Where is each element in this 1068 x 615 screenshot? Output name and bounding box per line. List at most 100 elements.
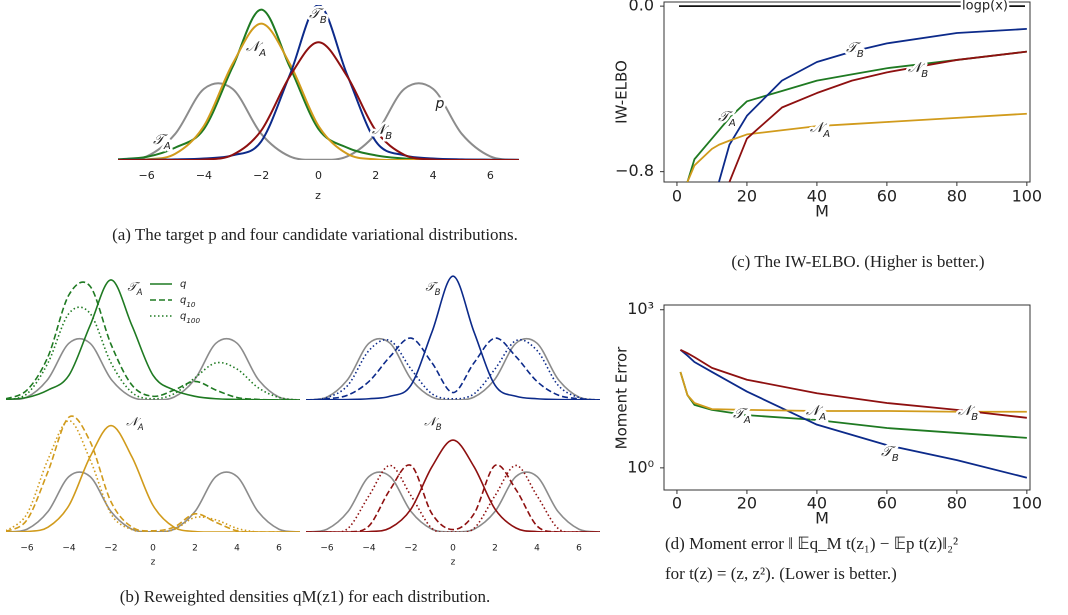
series-line [6,279,300,400]
x-tick-label: −4 [62,544,76,554]
series-line [680,348,1027,419]
x-tick-label: 2 [192,544,198,554]
series-line [6,415,300,532]
series-line [118,5,519,160]
x-tick-label: 40 [807,494,827,513]
x-axis-label: M [815,202,829,221]
series-line [718,27,1027,182]
x-tick-label: 0 [672,494,682,513]
panel-label: 𝒯B [425,280,440,298]
plot-area [686,27,1027,182]
legend-label: q [180,279,186,290]
caption: (c) The IW-ELBO. (Higher is better.) [731,252,984,271]
caption: (d) Moment error ‖ 𝔼q_M t(z₁) − 𝔼p t(z)‖… [665,534,958,553]
panel-label: 𝒯A [127,280,142,298]
x-axis-label: z [151,558,156,568]
series-label: 𝒩B [958,403,978,423]
frame [663,1,1031,183]
x-tick-label: 40 [807,187,827,206]
series-label: 𝒯A [733,406,751,426]
plot-area [679,348,1028,479]
series-line [306,337,600,400]
panel-label: 𝒩A [126,415,144,433]
x-tick-label: 6 [276,544,282,554]
x-tick-label: 0 [450,544,456,554]
plot-area [6,279,300,400]
series-line [118,41,519,160]
x-axis-label: M [815,509,829,528]
series-label: p [435,96,445,112]
x-tick-label: −6 [20,544,34,554]
series-line [118,8,519,160]
panel-label: 𝒩B [424,415,442,433]
plot-area [306,439,600,532]
legend-label: q100 [180,311,201,325]
caption: (b) Reweighted densities qM(z1) for each… [120,587,491,606]
series-line [118,22,519,160]
x-tick-label: 0 [150,544,156,554]
caption: (a) The target p and four candidate vari… [112,225,518,244]
series-line [306,439,600,532]
x-tick-label: −4 [196,169,212,182]
x-tick-label: −4 [362,544,376,554]
x-tick-label: −2 [404,544,417,554]
x-tick-label: 80 [947,187,967,206]
x-tick-label: 0 [315,169,322,182]
caption: for t(z) = (z, z²). (Lower is better.) [665,564,897,583]
x-tick-label: 80 [947,494,967,513]
x-tick-label: 20 [737,494,757,513]
legend-label: q10 [180,295,196,309]
series-line [6,337,300,400]
x-tick-label: 100 [1012,494,1043,513]
x-tick-label: 20 [737,187,757,206]
series-label: 𝒩A [810,120,830,140]
series-label: 𝒯A [718,109,736,129]
x-tick-label: 0 [672,187,682,206]
x-tick-label: 100 [1012,187,1043,206]
series-label: 𝒯B [846,40,864,60]
plot-area [6,415,300,532]
y-tick-label: −0.8 [615,161,654,180]
x-tick-label: 60 [877,494,897,513]
series-line [306,338,600,400]
series-line [686,50,1027,182]
series-label: 𝒯A [153,132,171,152]
plot-area [306,275,600,400]
x-tick-label: 2 [492,544,498,554]
x-axis-label: z [451,558,456,568]
x-tick-label: 6 [576,544,582,554]
series-line [306,464,600,532]
reference-label: logp(x) [962,0,1008,14]
series-line [306,275,600,400]
series-line [6,424,300,532]
series-line [679,349,1028,479]
plot-area [118,5,519,160]
series-line [306,464,600,532]
series-line [118,82,519,160]
series-line [679,371,1027,439]
series-line [6,306,300,400]
y-tick-label: 10³ [627,299,654,318]
x-tick-label: −6 [139,169,155,182]
x-tick-label: −2 [104,544,117,554]
series-line [306,471,600,532]
series-line [686,112,1027,182]
y-axis-label: Moment Error [613,346,631,450]
x-axis-label: z [315,189,321,202]
series-line [6,281,300,400]
series-line [728,50,1027,182]
x-tick-label: −2 [253,169,269,182]
series-label: 𝒩A [246,39,266,59]
x-tick-label: 4 [234,544,240,554]
frame [663,304,1031,491]
x-tick-label: 2 [372,169,379,182]
x-tick-label: 4 [430,169,437,182]
series-line [679,371,1027,413]
x-tick-label: 4 [534,544,540,554]
y-axis-label: IW-ELBO [613,60,631,124]
y-tick-label: 10⁰ [627,457,654,476]
series-line [6,419,300,532]
series-line [6,471,300,532]
y-tick-label: 0.0 [629,0,654,15]
